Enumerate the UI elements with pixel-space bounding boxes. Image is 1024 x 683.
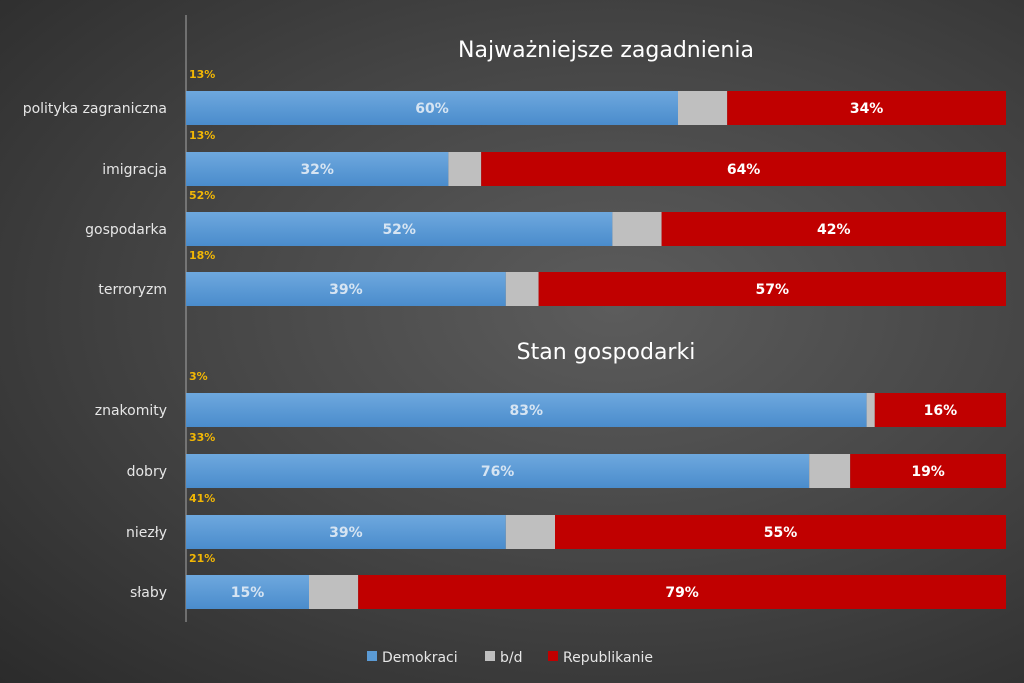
data-label-demokraci: 39% bbox=[329, 525, 363, 541]
bar-demokraci bbox=[186, 454, 810, 488]
share-label: 52% bbox=[189, 189, 215, 202]
bar-bd bbox=[448, 152, 482, 186]
share-label: 3% bbox=[189, 370, 208, 383]
legend-swatch bbox=[485, 651, 495, 661]
share-label: 33% bbox=[189, 431, 215, 444]
category-label: niezły bbox=[126, 525, 167, 541]
bar-republikanie bbox=[850, 454, 1006, 488]
data-label-republikanie: 64% bbox=[727, 162, 761, 178]
bar-bd bbox=[505, 515, 555, 549]
bar-republikanie bbox=[727, 91, 1006, 125]
bar-republikanie bbox=[538, 272, 1006, 306]
data-label-republikanie: 34% bbox=[850, 101, 884, 117]
category-label: słaby bbox=[130, 585, 167, 601]
data-label-demokraci: 76% bbox=[481, 464, 515, 480]
share-label: 21% bbox=[189, 552, 215, 565]
data-label-republikanie: 57% bbox=[756, 282, 790, 298]
share-label: 13% bbox=[189, 68, 215, 81]
data-label-demokraci: 32% bbox=[300, 162, 334, 178]
category-label: imigracja bbox=[102, 162, 167, 178]
data-label-demokraci: 83% bbox=[510, 403, 544, 419]
bar-demokraci bbox=[186, 272, 506, 306]
data-label-demokraci: 39% bbox=[329, 282, 363, 298]
bar-demokraci bbox=[186, 212, 613, 246]
category-label: gospodarka bbox=[85, 222, 167, 238]
bar-republikanie bbox=[874, 393, 1006, 427]
data-label-demokraci: 60% bbox=[415, 101, 449, 117]
data-label-republikanie: 42% bbox=[817, 222, 851, 238]
bar-republikanie bbox=[358, 575, 1006, 609]
category-label: dobry bbox=[127, 464, 167, 480]
bar-bd bbox=[612, 212, 662, 246]
category-label: polityka zagraniczna bbox=[23, 101, 167, 117]
bar-bd bbox=[309, 575, 359, 609]
data-label-demokraci: 15% bbox=[231, 585, 265, 601]
group-title: Stan gospodarki bbox=[517, 340, 696, 365]
legend-label: Republikanie bbox=[563, 650, 653, 666]
share-label: 41% bbox=[189, 492, 215, 505]
legend-swatch bbox=[367, 651, 377, 661]
data-label-republikanie: 16% bbox=[924, 403, 958, 419]
bar-republikanie bbox=[555, 515, 1006, 549]
share-label: 18% bbox=[189, 249, 215, 262]
group-title: Najważniejsze zagadnienia bbox=[458, 38, 754, 63]
bar-bd bbox=[678, 91, 728, 125]
data-label-republikanie: 79% bbox=[665, 585, 699, 601]
bar-bd bbox=[866, 393, 875, 427]
bar-demokraci bbox=[186, 575, 309, 609]
data-label-republikanie: 19% bbox=[911, 464, 945, 480]
bar-demokraci bbox=[186, 393, 867, 427]
bar-republikanie bbox=[661, 212, 1006, 246]
legend-label: b/d bbox=[500, 650, 523, 666]
bar-republikanie bbox=[481, 152, 1006, 186]
bar-demokraci bbox=[186, 152, 449, 186]
share-label: 13% bbox=[189, 129, 215, 142]
bar-demokraci bbox=[186, 91, 678, 125]
bar-demokraci bbox=[186, 515, 506, 549]
bar-bd bbox=[505, 272, 539, 306]
legend-label: Demokraci bbox=[382, 650, 458, 666]
bar-bd bbox=[809, 454, 851, 488]
data-label-demokraci: 52% bbox=[382, 222, 416, 238]
legend-swatch bbox=[548, 651, 558, 661]
category-label: terroryzm bbox=[98, 282, 167, 298]
data-label-republikanie: 55% bbox=[764, 525, 798, 541]
category-label: znakomity bbox=[95, 403, 167, 419]
